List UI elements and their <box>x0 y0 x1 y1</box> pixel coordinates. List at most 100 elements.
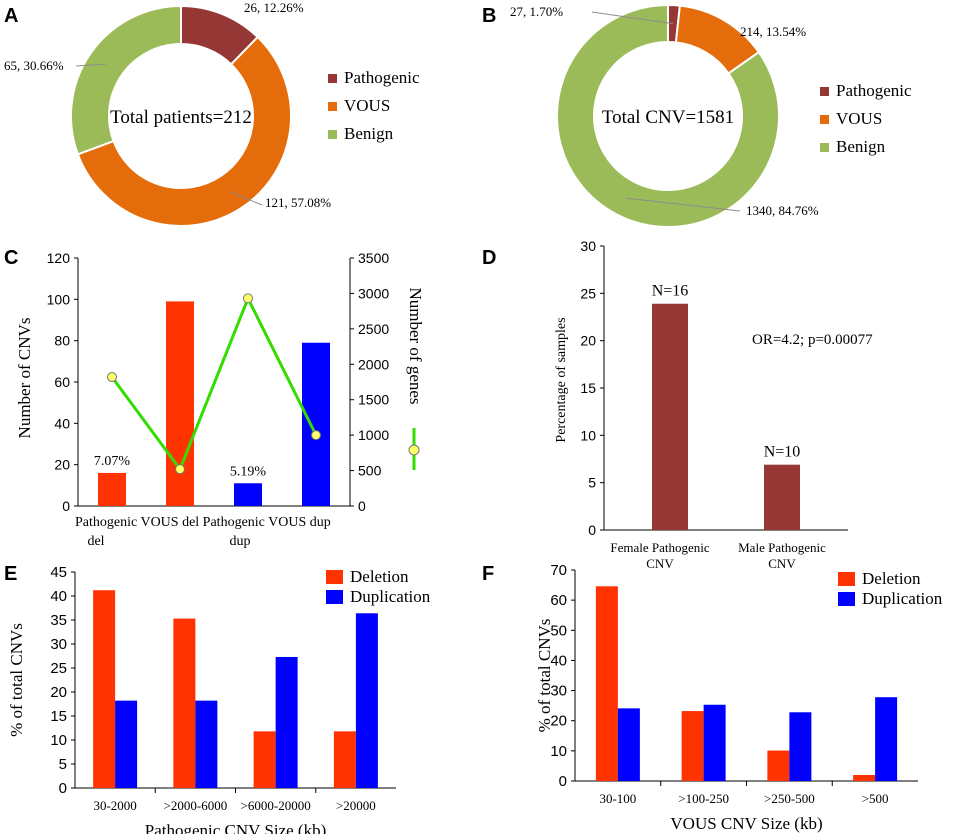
panel-letter-e: E <box>4 563 17 585</box>
genes-line-point <box>107 372 117 383</box>
legend-label-vous: VOUS <box>836 109 882 128</box>
bar-deletion <box>767 750 790 781</box>
y-tick-label: 60 <box>550 592 567 609</box>
panel-letter-b: B <box>482 5 496 27</box>
bar-data-label: 5.19% <box>230 464 267 479</box>
genes-line-point <box>311 430 321 441</box>
legend-swatch-deletion <box>838 572 855 586</box>
donut-chart-a: Total patients=212 26, 12.26% 121, 57.08% 6… <box>4 0 420 227</box>
y-tick-label: 25 <box>50 660 67 677</box>
slice-label-benign: 1340, 84.76% <box>746 203 819 218</box>
y-tick-label: 1000 <box>358 427 389 443</box>
y-axis-title: Number of CNVs <box>15 318 34 439</box>
y-tick-label: 0 <box>588 522 596 538</box>
y-tick-label: 15 <box>580 380 596 396</box>
leader-line <box>230 191 263 206</box>
legend-label-deletion: Deletion <box>350 567 409 586</box>
donut-center-text: Total patients=212 <box>110 107 252 128</box>
panel-letter-a: A <box>4 5 18 27</box>
legend-swatch-duplication <box>326 590 343 604</box>
slice-label-pathogenic: 26, 12.26% <box>244 0 304 15</box>
x-tick-label: >6000-20000 <box>241 798 311 813</box>
y-tick-label: 5 <box>59 756 67 773</box>
x-category-label-line2: dup <box>230 534 251 549</box>
x-category-label: Female Pathogenic <box>610 540 710 555</box>
x-axis-title: VOUS CNV Size (kb) <box>670 814 822 833</box>
y-axis-title: % of total CNVs <box>7 623 26 737</box>
y-tick-label: 0 <box>62 498 70 514</box>
bar-data-label: N=16 <box>652 283 689 300</box>
x-category-label-line2: del <box>87 534 104 549</box>
y-tick-label: 30 <box>50 636 67 653</box>
pie-slice-benign <box>556 3 780 228</box>
y-tick-label: 20 <box>54 457 70 473</box>
slice-label-vous: 214, 13.54% <box>740 24 806 39</box>
y-tick-label: 0 <box>559 773 567 790</box>
y-tick-label: 35 <box>50 612 67 629</box>
x-category-label: Male Pathogenic <box>738 540 826 555</box>
x-category-label: CNV <box>768 556 796 571</box>
y-tick-label: 70 <box>550 562 567 579</box>
bar-deletion <box>595 586 618 781</box>
panel-letter-f: F <box>482 563 494 585</box>
bar-deletion <box>333 731 356 788</box>
bar-male-pathogenic <box>764 464 800 530</box>
chart-e: 0 5 10 15 20 25 30 35 40 45 30-2000 >2000-6000 >6000… <box>7 564 431 834</box>
leader-line <box>75 63 107 67</box>
y-tick-label: 30 <box>550 683 567 700</box>
y-tick-label: 2500 <box>358 321 389 337</box>
y-tick-label: 20 <box>550 713 567 730</box>
leader-line <box>591 11 674 25</box>
legend-label-duplication: Duplication <box>862 589 943 608</box>
y-tick-label: 3500 <box>358 250 389 266</box>
bar-vous-dup <box>302 342 330 506</box>
y-tick-label: 10 <box>580 427 596 443</box>
legend-swatch-duplication <box>838 592 855 606</box>
slice-label-pathogenic: 27, 1.70% <box>510 4 563 19</box>
y-tick-label: 1500 <box>358 392 389 408</box>
bar-vous-del <box>166 301 194 506</box>
y-tick-label: 15 <box>50 708 67 725</box>
donut-chart-b: Total CNV=1581 27, 1.70% 214, 13.54% 1340, … <box>510 3 912 228</box>
pie-slice-benign <box>70 4 182 156</box>
slice-label-benign: 65, 30.66% <box>4 58 64 73</box>
bar-data-label: 7.07% <box>94 454 131 469</box>
legend-label-duplication: Duplication <box>350 587 431 606</box>
bar-data-label: N=10 <box>764 444 801 461</box>
line-legend-marker <box>408 444 420 456</box>
y-axis-title: Percentage of samples <box>554 317 569 442</box>
y-tick-label: 30 <box>580 238 596 254</box>
legend-label-benign: Benign <box>836 137 886 156</box>
y-tick-label: 20 <box>50 684 67 701</box>
bar-deletion <box>253 731 276 788</box>
genes-line <box>110 294 318 473</box>
bar-deletion <box>173 618 196 788</box>
y-tick-label: 45 <box>50 564 67 581</box>
y-tick-label: 60 <box>54 374 70 390</box>
y-axis-title: % of total CNVs <box>535 619 554 733</box>
bar-duplication <box>115 700 138 788</box>
x-tick-label: >2000-6000 <box>164 798 228 813</box>
donut-center-text: Total CNV=1581 <box>602 107 734 128</box>
y-tick-label: 500 <box>358 463 382 479</box>
bar-duplication <box>875 697 898 781</box>
panel-letter-d: D <box>482 247 496 269</box>
y-tick-label: 10 <box>50 732 67 749</box>
y-tick-label: 10 <box>550 743 567 760</box>
y-tick-label: 120 <box>47 250 71 266</box>
x-tick-label: >100-250 <box>678 791 729 806</box>
y-tick-label: 40 <box>54 415 70 431</box>
x-tick-label: 30-2000 <box>93 798 136 813</box>
x-axis-title: Pathogenic CNV Size (kb) <box>145 821 326 834</box>
bar-duplication <box>355 613 378 788</box>
bar-duplication <box>617 708 640 781</box>
chart-f: 0 10 20 30 40 50 60 70 30-100 >100-250 >250-500 >50… <box>535 562 943 833</box>
y-tick-label: 40 <box>50 588 67 605</box>
slice-label-vous: 121, 57.08% <box>265 195 331 210</box>
bar-female-pathogenic <box>652 303 688 530</box>
y-tick-label: 0 <box>59 780 67 797</box>
y2-axis-title: Number of genes <box>406 287 425 404</box>
pie-slice-vous <box>76 35 292 227</box>
